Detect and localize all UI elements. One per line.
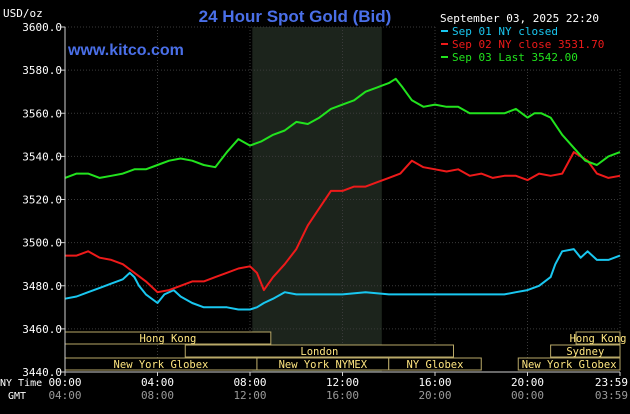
session-label: Sydney [566, 346, 604, 358]
y-tick-label: 3460.0 [22, 323, 62, 336]
ny-time-label: NY Time [0, 378, 42, 389]
session-box-row3 [388, 357, 482, 371]
x-tick-label-gmt: 20:00 [418, 389, 451, 402]
y-tick-label: 3480.0 [22, 280, 62, 293]
y-tick-label: 3500.0 [22, 237, 62, 250]
y-tick-label: 3440.0 [22, 366, 62, 379]
legend-item: Sep 01 NY closed [452, 25, 558, 38]
timestamp: September 03, 2025 22:20 [440, 12, 599, 25]
series-line-1 [64, 248, 621, 311]
x-tick-label-ny: 04:00 [141, 376, 174, 389]
x-tick-label-ny: 20:00 [511, 376, 544, 389]
chart-title: 24 Hour Spot Gold (Bid) [199, 7, 392, 26]
session-label: NY Globex [407, 359, 464, 371]
legend-item: Sep 02 NY close 3531.70 [452, 38, 604, 51]
legend-box [437, 10, 621, 68]
unit-label: USD/oz [3, 7, 43, 20]
session-label: Hong Kong [570, 333, 627, 345]
y-tick-label: 3540.0 [22, 150, 62, 163]
y-tick-label: 3580.0 [22, 64, 62, 77]
x-tick-label-gmt: 08:00 [141, 389, 174, 402]
session-label: New York Globex [522, 359, 617, 371]
y-tick-label: 3520.0 [22, 194, 62, 207]
watermark-text: www.kitco.com [67, 42, 184, 59]
session-label: London [300, 346, 338, 358]
session-box-row2 [550, 344, 621, 358]
gmt-label: GMT [8, 391, 26, 402]
session-label: New York Globex [114, 359, 209, 371]
y-tick-label: 3600.0 [22, 21, 62, 34]
series-line-2 [65, 151, 621, 294]
x-tick-label-gmt: 12:00 [233, 389, 266, 402]
session-label: New York NYMEX [279, 359, 368, 371]
legend-item: Sep 03 Last 3542.00 [452, 51, 578, 64]
session-label: Hong Kong [139, 333, 196, 345]
x-tick-label-gmt: 00:00 [511, 389, 544, 402]
x-tick-label-gmt: 04:00 [48, 389, 81, 402]
x-tick-label-ny: 16:00 [418, 376, 451, 389]
session-box-row3 [517, 357, 621, 371]
session-box-row2 [184, 344, 454, 358]
x-tick-label-ny: 00:00 [48, 376, 81, 389]
x-tick-label-gmt: 16:00 [326, 389, 359, 402]
x-tick-label-ny: 12:00 [326, 376, 359, 389]
x-tick-label-ny: 08:00 [233, 376, 266, 389]
x-tick-label-gmt: 03:59 [595, 389, 628, 402]
series-line-3 [64, 77, 621, 179]
x-tick-label-ny: 23:59 [595, 376, 628, 389]
session-box-row1 [575, 331, 621, 345]
y-tick-label: 3560.0 [22, 107, 62, 120]
